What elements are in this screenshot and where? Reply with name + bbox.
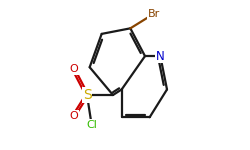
Text: S: S [82, 88, 92, 102]
Text: N: N [156, 50, 165, 63]
Text: Cl: Cl [86, 120, 97, 130]
Text: O: O [69, 64, 78, 74]
Text: Br: Br [148, 9, 160, 19]
Text: O: O [69, 111, 78, 121]
